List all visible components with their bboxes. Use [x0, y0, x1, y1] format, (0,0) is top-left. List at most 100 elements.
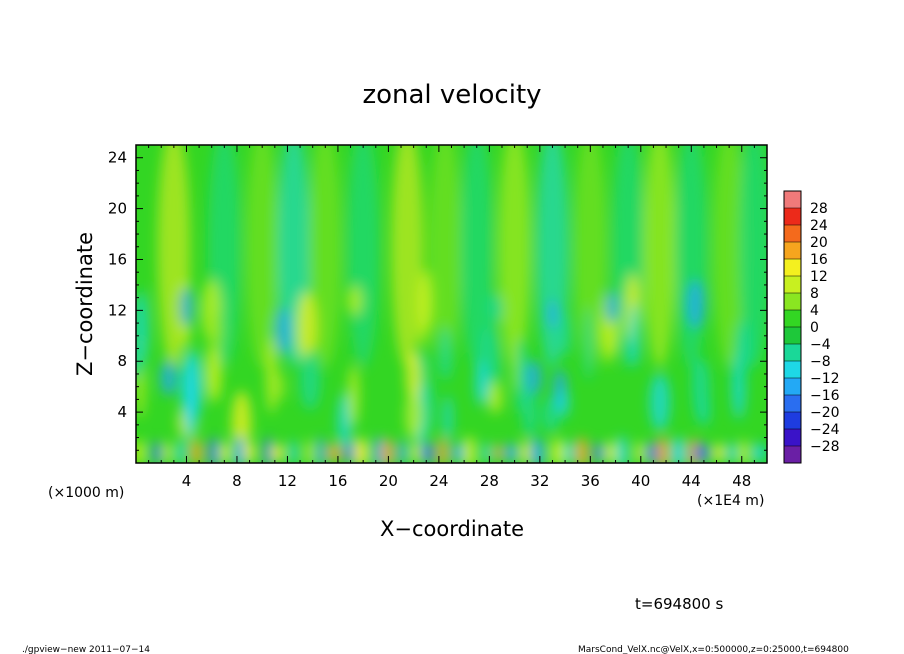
colorbar-swatch	[784, 344, 801, 361]
colorbar-label: 16	[810, 252, 828, 268]
colorbar-label: −8	[810, 354, 831, 370]
field-plume	[692, 357, 701, 405]
x-tick-label: 32	[530, 472, 549, 490]
colorbar-swatch	[784, 242, 801, 259]
field-plume	[522, 389, 538, 439]
field-surface-cell	[243, 442, 256, 463]
x-unit-left: (×1000 m)	[48, 485, 124, 501]
field-plume	[299, 349, 321, 411]
field-column	[498, 145, 532, 368]
field-surface-cell	[603, 441, 618, 463]
x-tick-label: 24	[429, 472, 448, 490]
field-plume	[422, 377, 434, 433]
field-plume	[206, 347, 222, 403]
field-column	[573, 145, 607, 368]
field-surface-cell	[752, 443, 766, 463]
field-column	[245, 145, 279, 368]
x-tick-label: 20	[379, 472, 398, 490]
footer-left: ./gpview−new 2011−07−14	[22, 645, 150, 654]
field-surface-cell	[217, 442, 233, 463]
colorbar-swatch	[784, 259, 801, 276]
field-surface-cell	[493, 444, 503, 462]
x-tick-label: 40	[631, 472, 650, 490]
field-surface-cell	[152, 441, 162, 463]
colorbar-label: 24	[810, 218, 828, 234]
x-tick-label: 16	[328, 472, 347, 490]
field-plume	[561, 312, 571, 358]
field-column	[643, 145, 677, 368]
field-surface-cell	[726, 443, 737, 463]
x-tick-label: 12	[278, 472, 297, 490]
field-surface-cell	[176, 440, 186, 463]
field-surface-cell	[634, 441, 646, 463]
colorbar-label: 0	[810, 320, 819, 336]
field-column	[674, 145, 708, 368]
field-surface-cell	[530, 437, 544, 463]
y-tick-label: 4	[117, 403, 127, 421]
plot-area	[136, 145, 767, 463]
field-plume	[405, 351, 422, 402]
colorbar-swatch	[784, 208, 801, 225]
field-surface-cell	[305, 439, 314, 463]
field-plume	[685, 279, 706, 329]
field-surface-cell	[575, 437, 589, 463]
colorbar-swatch	[784, 395, 801, 412]
field-surface-cell	[550, 438, 566, 463]
field-column	[737, 145, 767, 368]
field-surface-cell	[208, 437, 220, 463]
field-plume	[697, 396, 711, 427]
field-surface-cell	[565, 441, 575, 463]
colorbar-swatch	[784, 378, 801, 395]
field-surface-cell	[738, 439, 749, 463]
field-column	[712, 145, 746, 368]
field-plume	[160, 359, 178, 396]
field-surface-cell	[353, 437, 369, 463]
field-surface-cell	[420, 442, 434, 463]
field-plume	[337, 392, 352, 450]
field-surface-cell	[645, 442, 660, 463]
field-surface-cell	[410, 442, 423, 463]
field-surface-cell	[136, 439, 146, 463]
field-column	[390, 145, 424, 368]
x-tick-label: 8	[232, 472, 242, 490]
field-plume	[547, 299, 558, 330]
field-surface-cell	[437, 437, 448, 463]
y-tick-label: 20	[108, 200, 127, 218]
field-plume	[208, 310, 225, 354]
field-surface-cell	[316, 436, 325, 463]
field-surface-cell	[520, 439, 530, 463]
field-column	[346, 145, 380, 368]
field-plume	[180, 349, 203, 423]
colorbar-swatch	[784, 293, 801, 310]
field-plume	[474, 359, 488, 406]
field-surface-cell	[269, 444, 285, 462]
colorbar-label: 20	[810, 235, 828, 251]
colorbar-label: −16	[810, 388, 840, 404]
y-tick-label: 24	[108, 149, 127, 167]
field-plume	[178, 286, 194, 328]
colorbar-label: −12	[810, 371, 840, 387]
colorbar-swatch	[784, 225, 801, 242]
field-plume	[276, 373, 287, 402]
field-surface-cell	[397, 440, 407, 463]
x-tick-label: 48	[732, 472, 751, 490]
colorbar-label: 28	[810, 201, 828, 217]
colorbar-swatch	[784, 310, 801, 327]
colorbar-label: 8	[810, 286, 819, 302]
x-tick-label: 36	[581, 472, 600, 490]
field-plume	[629, 302, 640, 368]
x-axis-ticks: 4 8 12 16 20 24 28 32 36 40 44 48	[148, 145, 755, 490]
x-tick-label: 28	[480, 472, 499, 490]
field-surface-cell	[190, 439, 203, 463]
y-axis-label: Z−coordinate	[73, 232, 97, 376]
field-surface-cell	[504, 443, 518, 463]
chart-title: zonal velocity	[362, 80, 541, 110]
field-plume	[734, 318, 751, 377]
field-column	[460, 145, 494, 368]
heatmap-field	[136, 145, 767, 463]
y-tick-label: 8	[117, 352, 127, 370]
field-plume	[417, 269, 433, 335]
colorbar-swatch	[784, 276, 801, 293]
